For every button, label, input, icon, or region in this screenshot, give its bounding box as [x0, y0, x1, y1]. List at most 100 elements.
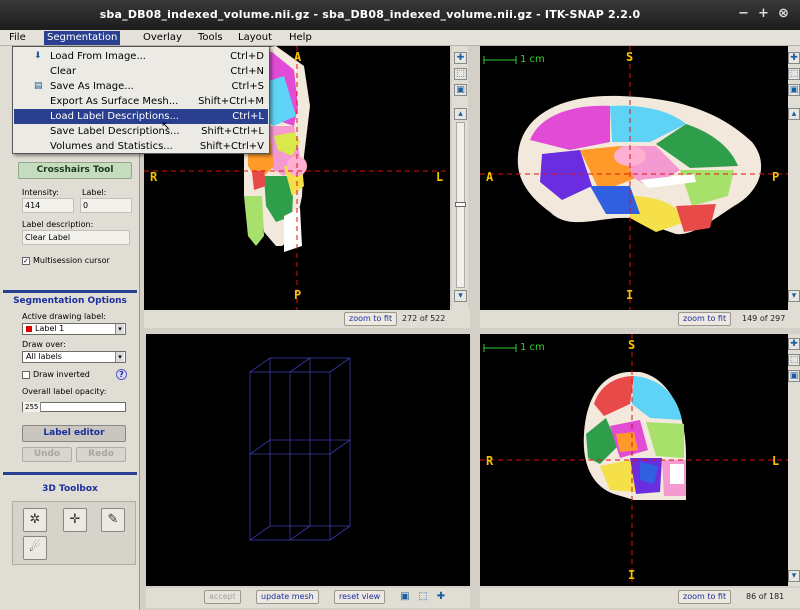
- expand-view-icon[interactable]: ✚: [454, 52, 467, 64]
- scroll-down-icon[interactable]: ▾: [454, 290, 467, 302]
- label-color-swatch: [26, 325, 32, 332]
- active-label-select[interactable]: Label 1 ▾: [22, 323, 126, 335]
- menu-item-label: Load From Image...: [50, 51, 146, 62]
- zoom-to-fit-button[interactable]: zoom to fit: [678, 312, 732, 326]
- camera-icon[interactable]: ▣: [454, 84, 467, 96]
- menu-item-export-surface-mesh[interactable]: Export As Surface Mesh... Shift+Ctrl+M: [14, 94, 268, 109]
- menu-item-clear[interactable]: Clear Ctrl+N: [14, 64, 268, 79]
- maximize-button[interactable]: +: [758, 6, 769, 21]
- sagittal-view-footer: zoom to fit 149 of 297: [480, 310, 800, 328]
- scale-bar-label: 1 cm: [520, 342, 545, 353]
- redo-button[interactable]: Redo: [76, 447, 126, 462]
- orient-left-label: A: [486, 170, 494, 184]
- slice-scrollbar-thumb[interactable]: [455, 202, 466, 207]
- scroll-up-icon[interactable]: ▴: [454, 108, 467, 120]
- draw-over-select[interactable]: All labels ▾: [22, 351, 126, 363]
- toolbox-3d-panel: ✲ ✛ ✎ ☄: [12, 501, 136, 565]
- menu-item-label: Save Label Descriptions...: [50, 126, 180, 137]
- orient-right-label: L: [436, 170, 444, 184]
- scroll-up-icon[interactable]: ▴: [788, 108, 800, 120]
- accept-button[interactable]: accept: [204, 590, 241, 604]
- axial-view[interactable]: A R L P: [144, 46, 450, 310]
- expand-view-icon[interactable]: ✚: [788, 338, 800, 350]
- menu-item-label: Clear: [50, 66, 77, 77]
- camera-icon[interactable]: ▣: [400, 591, 410, 602]
- menu-item-shortcut: Shift+Ctrl+V: [199, 141, 264, 152]
- view-divider: [140, 328, 800, 334]
- snapshot-icon[interactable]: ⬚: [788, 354, 800, 366]
- sagittal-view[interactable]: 1 cm S A P I: [480, 46, 788, 310]
- orient-right-label: L: [772, 454, 780, 468]
- menu-item-save-label-descriptions[interactable]: Save Label Descriptions... Shift+Ctrl+L: [14, 124, 268, 139]
- snapshot-icon[interactable]: ⬚: [788, 68, 800, 80]
- orient-top-label: S: [628, 338, 636, 352]
- scale-bar-label: 1 cm: [520, 54, 545, 65]
- zoom-to-fit-button[interactable]: zoom to fit: [678, 590, 732, 604]
- slice-number: 86 of 181: [746, 592, 785, 601]
- update-mesh-button[interactable]: update mesh: [256, 590, 319, 604]
- zoom-to-fit-button[interactable]: zoom to fit: [344, 312, 398, 326]
- label-label: Label:: [82, 188, 107, 197]
- opacity-label: Overall label opacity:: [22, 387, 107, 396]
- slice-number: 272 of 522: [402, 314, 446, 323]
- active-label-value: Label 1: [35, 324, 65, 333]
- rotate-3d-icon[interactable]: ✲: [23, 508, 47, 532]
- draw-over-label: Draw over:: [22, 340, 66, 349]
- menu-item-shortcut: Ctrl+D: [230, 51, 264, 62]
- three-d-view-footer: accept update mesh reset view ▣ ⬚ ✚: [146, 588, 470, 608]
- sagittal-slice-image: [480, 46, 788, 310]
- menu-item-save-as-image[interactable]: ▤ Save As Image... Ctrl+S: [14, 79, 268, 94]
- menu-file[interactable]: File: [9, 32, 26, 43]
- label-editor-button[interactable]: Label editor: [22, 425, 126, 442]
- menu-overlay[interactable]: Overlay: [143, 32, 182, 43]
- scalpel-icon[interactable]: ✎: [101, 508, 125, 532]
- chevron-down-icon: ▾: [115, 352, 124, 362]
- opacity-slider[interactable]: 255: [22, 402, 126, 412]
- section-divider: [3, 290, 137, 293]
- multisession-checkbox[interactable]: ✓ Multisession cursor: [22, 256, 110, 265]
- menu-item-shortcut: Ctrl+L: [232, 111, 264, 122]
- title-bar: sba_DB08_indexed_volume.nii.gz - sba_DB0…: [0, 0, 800, 30]
- reset-view-button[interactable]: reset view: [334, 590, 386, 604]
- wireframe-box: [249, 357, 351, 541]
- close-button[interactable]: ⊗: [778, 6, 789, 21]
- intensity-field[interactable]: 414: [22, 198, 74, 213]
- menu-layout[interactable]: Layout: [238, 32, 272, 43]
- coronal-view-toolstrip: ✚ ⬚ ▣ ▾: [788, 334, 800, 586]
- camera-icon[interactable]: ▣: [788, 370, 800, 382]
- crosshairs-tool-button[interactable]: Crosshairs Tool: [18, 162, 132, 179]
- coronal-view-footer: zoom to fit 86 of 181: [480, 588, 800, 608]
- spray-icon[interactable]: ☄: [23, 536, 47, 560]
- menu-item-load-from-image[interactable]: ⬇ Load From Image... Ctrl+D: [14, 49, 268, 64]
- section-divider: [3, 472, 137, 475]
- snapshot-icon[interactable]: ⬚: [454, 68, 467, 80]
- label-description-field[interactable]: Clear Label: [22, 230, 130, 245]
- label-field[interactable]: 0: [80, 198, 132, 213]
- menu-help[interactable]: Help: [289, 32, 312, 43]
- menu-segmentation[interactable]: Segmentation: [44, 31, 121, 45]
- orient-bottom-label: I: [628, 568, 636, 582]
- orient-bottom-label: I: [626, 288, 634, 302]
- draw-inverted-label: Draw inverted: [33, 370, 90, 379]
- scroll-down-icon[interactable]: ▾: [788, 570, 800, 582]
- expand-view-icon[interactable]: ✚: [788, 52, 800, 64]
- coronal-slice-image: [480, 334, 788, 586]
- snapshot-icon[interactable]: ⬚: [418, 591, 428, 602]
- orient-right-label: P: [772, 170, 780, 184]
- scroll-down-icon[interactable]: ▾: [788, 290, 800, 302]
- coronal-view[interactable]: 1 cm S R L I: [480, 334, 788, 586]
- help-icon[interactable]: ?: [116, 369, 127, 380]
- menu-tools[interactable]: Tools: [198, 32, 223, 43]
- sagittal-view-toolstrip: ✚ ⬚ ▣ ▴ ▾: [788, 46, 800, 310]
- minimize-button[interactable]: −: [738, 6, 749, 21]
- expand-view-icon[interactable]: ✚: [436, 591, 446, 602]
- undo-button[interactable]: Undo: [22, 447, 72, 462]
- menu-item-volumes-statistics[interactable]: Volumes and Statistics... Shift+Ctrl+V: [14, 139, 268, 154]
- opacity-value: 255: [23, 402, 42, 412]
- camera-icon[interactable]: ▣: [788, 84, 800, 96]
- move-3d-icon[interactable]: ✛: [63, 508, 87, 532]
- active-drawing-label: Active drawing label:: [22, 312, 107, 321]
- menu-item-load-label-descriptions[interactable]: Load Label Descriptions... Ctrl+L: [14, 109, 268, 124]
- three-d-view[interactable]: [146, 334, 470, 586]
- draw-inverted-checkbox[interactable]: Draw inverted: [22, 370, 90, 379]
